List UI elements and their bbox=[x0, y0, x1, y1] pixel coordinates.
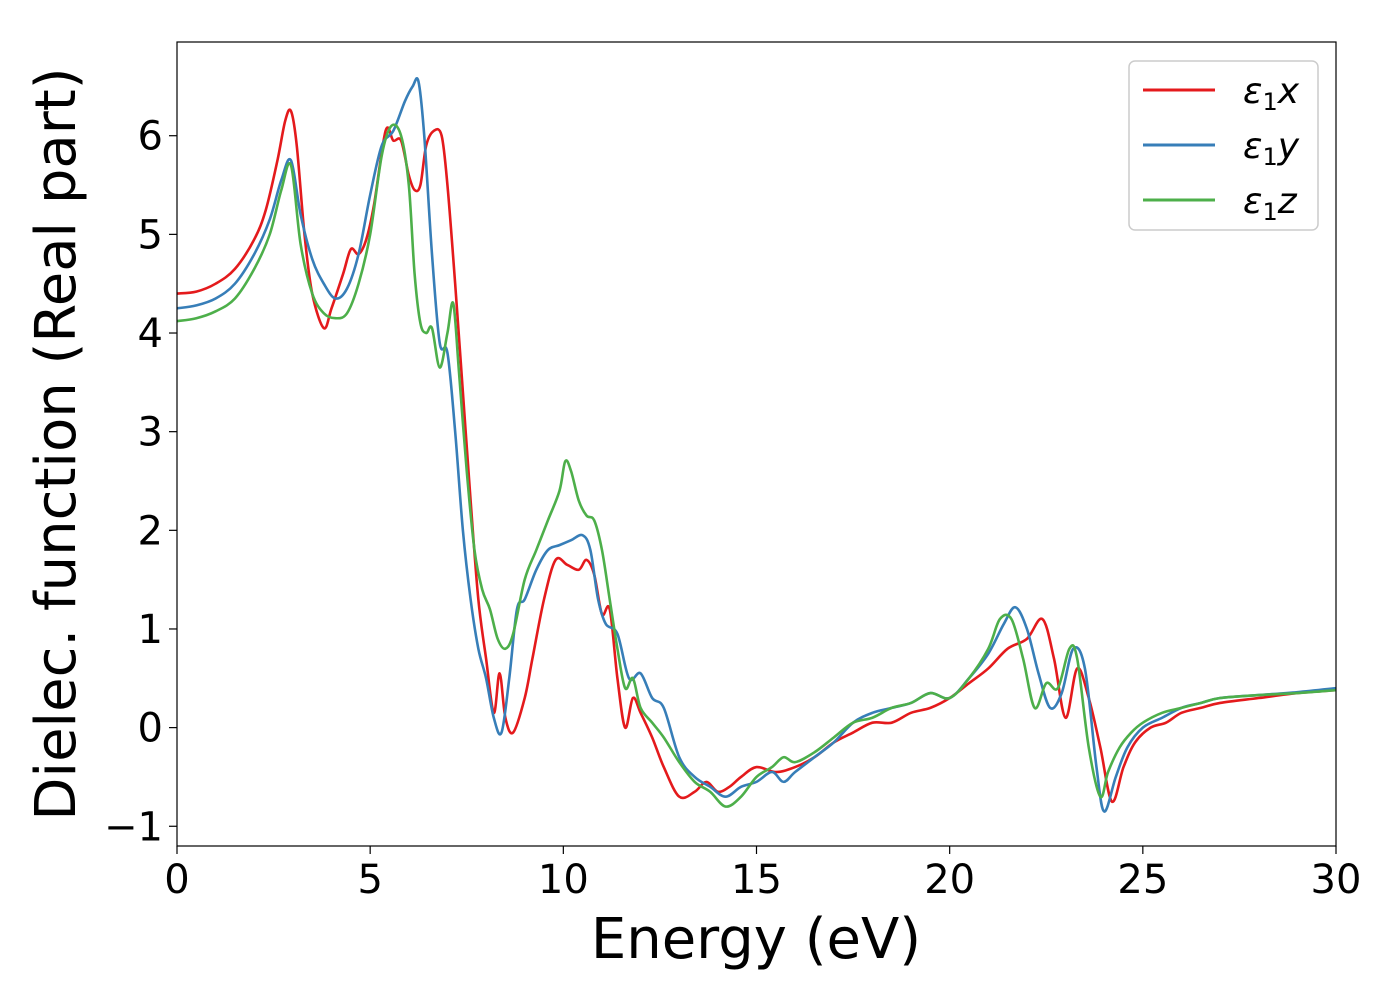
x-axis-label: Energy (eV) bbox=[591, 907, 921, 972]
y-axis: −1 0 1 2 3 4 5 6 bbox=[104, 114, 177, 850]
y-tick-label: 3 bbox=[138, 410, 163, 456]
series-layer bbox=[176, 76, 1337, 813]
legend-label-y: ε1y bbox=[1243, 126, 1300, 171]
legend: ε1x ε1y ε1z bbox=[1128, 60, 1319, 231]
y-tick-label: 2 bbox=[138, 508, 163, 554]
legend-label-x: ε1x bbox=[1243, 71, 1300, 116]
y-tick-label: 1 bbox=[138, 607, 163, 653]
y-axis-label: Dielec. function (Real part) bbox=[24, 67, 89, 820]
x-tick-label: 15 bbox=[731, 857, 782, 903]
x-tick-label: 20 bbox=[924, 857, 975, 903]
x-tick-label: 25 bbox=[1117, 857, 1168, 903]
legend-box bbox=[1128, 60, 1319, 231]
series-line-y bbox=[176, 76, 1337, 813]
x-tick-label: 10 bbox=[538, 857, 589, 903]
x-tick-label: 5 bbox=[357, 857, 382, 903]
y-tick-label: 4 bbox=[138, 311, 163, 357]
series-line-z bbox=[176, 123, 1337, 808]
y-tick-label: 6 bbox=[138, 114, 163, 160]
legend-label-z: ε1z bbox=[1243, 181, 1298, 226]
y-tick-label: −1 bbox=[104, 804, 163, 850]
x-axis: 0 5 10 15 20 25 30 bbox=[164, 846, 1361, 903]
y-tick-label: 5 bbox=[138, 212, 163, 258]
y-tick-label: 0 bbox=[138, 706, 163, 752]
x-tick-label: 30 bbox=[1311, 857, 1362, 903]
x-tick-label: 0 bbox=[164, 857, 189, 903]
